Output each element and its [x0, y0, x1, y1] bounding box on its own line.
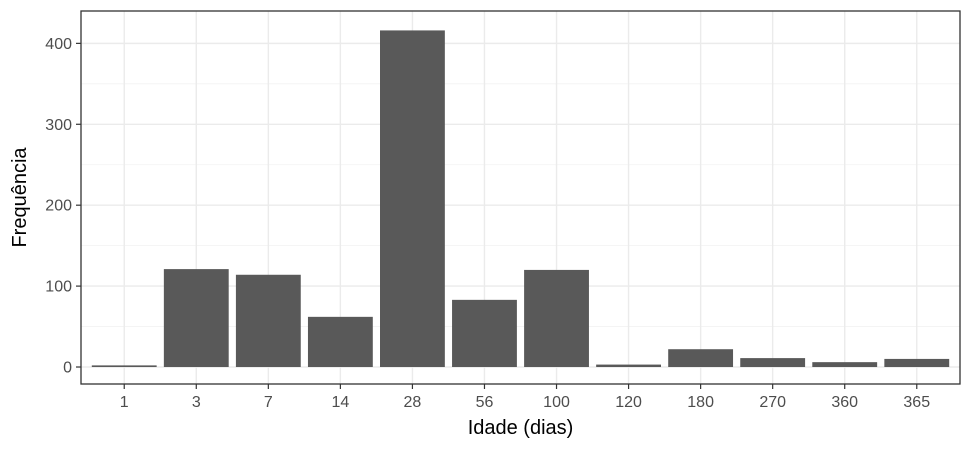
- bar-28: [380, 30, 445, 368]
- bars: [91, 30, 950, 368]
- bar-270: [740, 358, 806, 368]
- y-axis-title: Frequência: [9, 147, 31, 248]
- x-tick-label: 270: [759, 394, 786, 411]
- x-tick-label: 14: [331, 394, 349, 411]
- bar-180: [668, 349, 734, 368]
- x-tick-label: 1: [120, 394, 129, 411]
- panel-border: [80, 10, 961, 385]
- y-tick-label: 400: [45, 36, 72, 53]
- bar-120: [596, 364, 661, 368]
- y-tick-label: 100: [45, 279, 72, 296]
- x-tick-label: 56: [476, 394, 494, 411]
- y-axis: 0 100 200 300 400: [45, 36, 81, 377]
- x-tick-label: 100: [543, 394, 570, 411]
- x-tick-label: 120: [615, 394, 642, 411]
- bar-1: [91, 365, 157, 368]
- x-axis: 1 3 7 14 28 56 100 120 180 270 360 365: [120, 384, 930, 411]
- y-tick-label: 0: [63, 360, 72, 377]
- bar-3: [163, 269, 229, 368]
- bar-7: [235, 274, 301, 368]
- bar-365: [884, 358, 950, 368]
- y-tick-label: 200: [45, 198, 72, 215]
- bar-14: [307, 316, 373, 368]
- x-tick-label: 3: [192, 394, 201, 411]
- bar-100: [524, 269, 589, 368]
- x-tick-label: 180: [687, 394, 714, 411]
- bar-360: [812, 362, 878, 368]
- x-tick-label: 7: [264, 394, 273, 411]
- x-tick-label: 28: [404, 394, 422, 411]
- bar-56: [452, 299, 517, 368]
- x-tick-label: 360: [831, 394, 858, 411]
- x-tick-label: 365: [903, 394, 930, 411]
- x-axis-title: Idade (dias): [468, 417, 574, 439]
- y-tick-label: 300: [45, 117, 72, 134]
